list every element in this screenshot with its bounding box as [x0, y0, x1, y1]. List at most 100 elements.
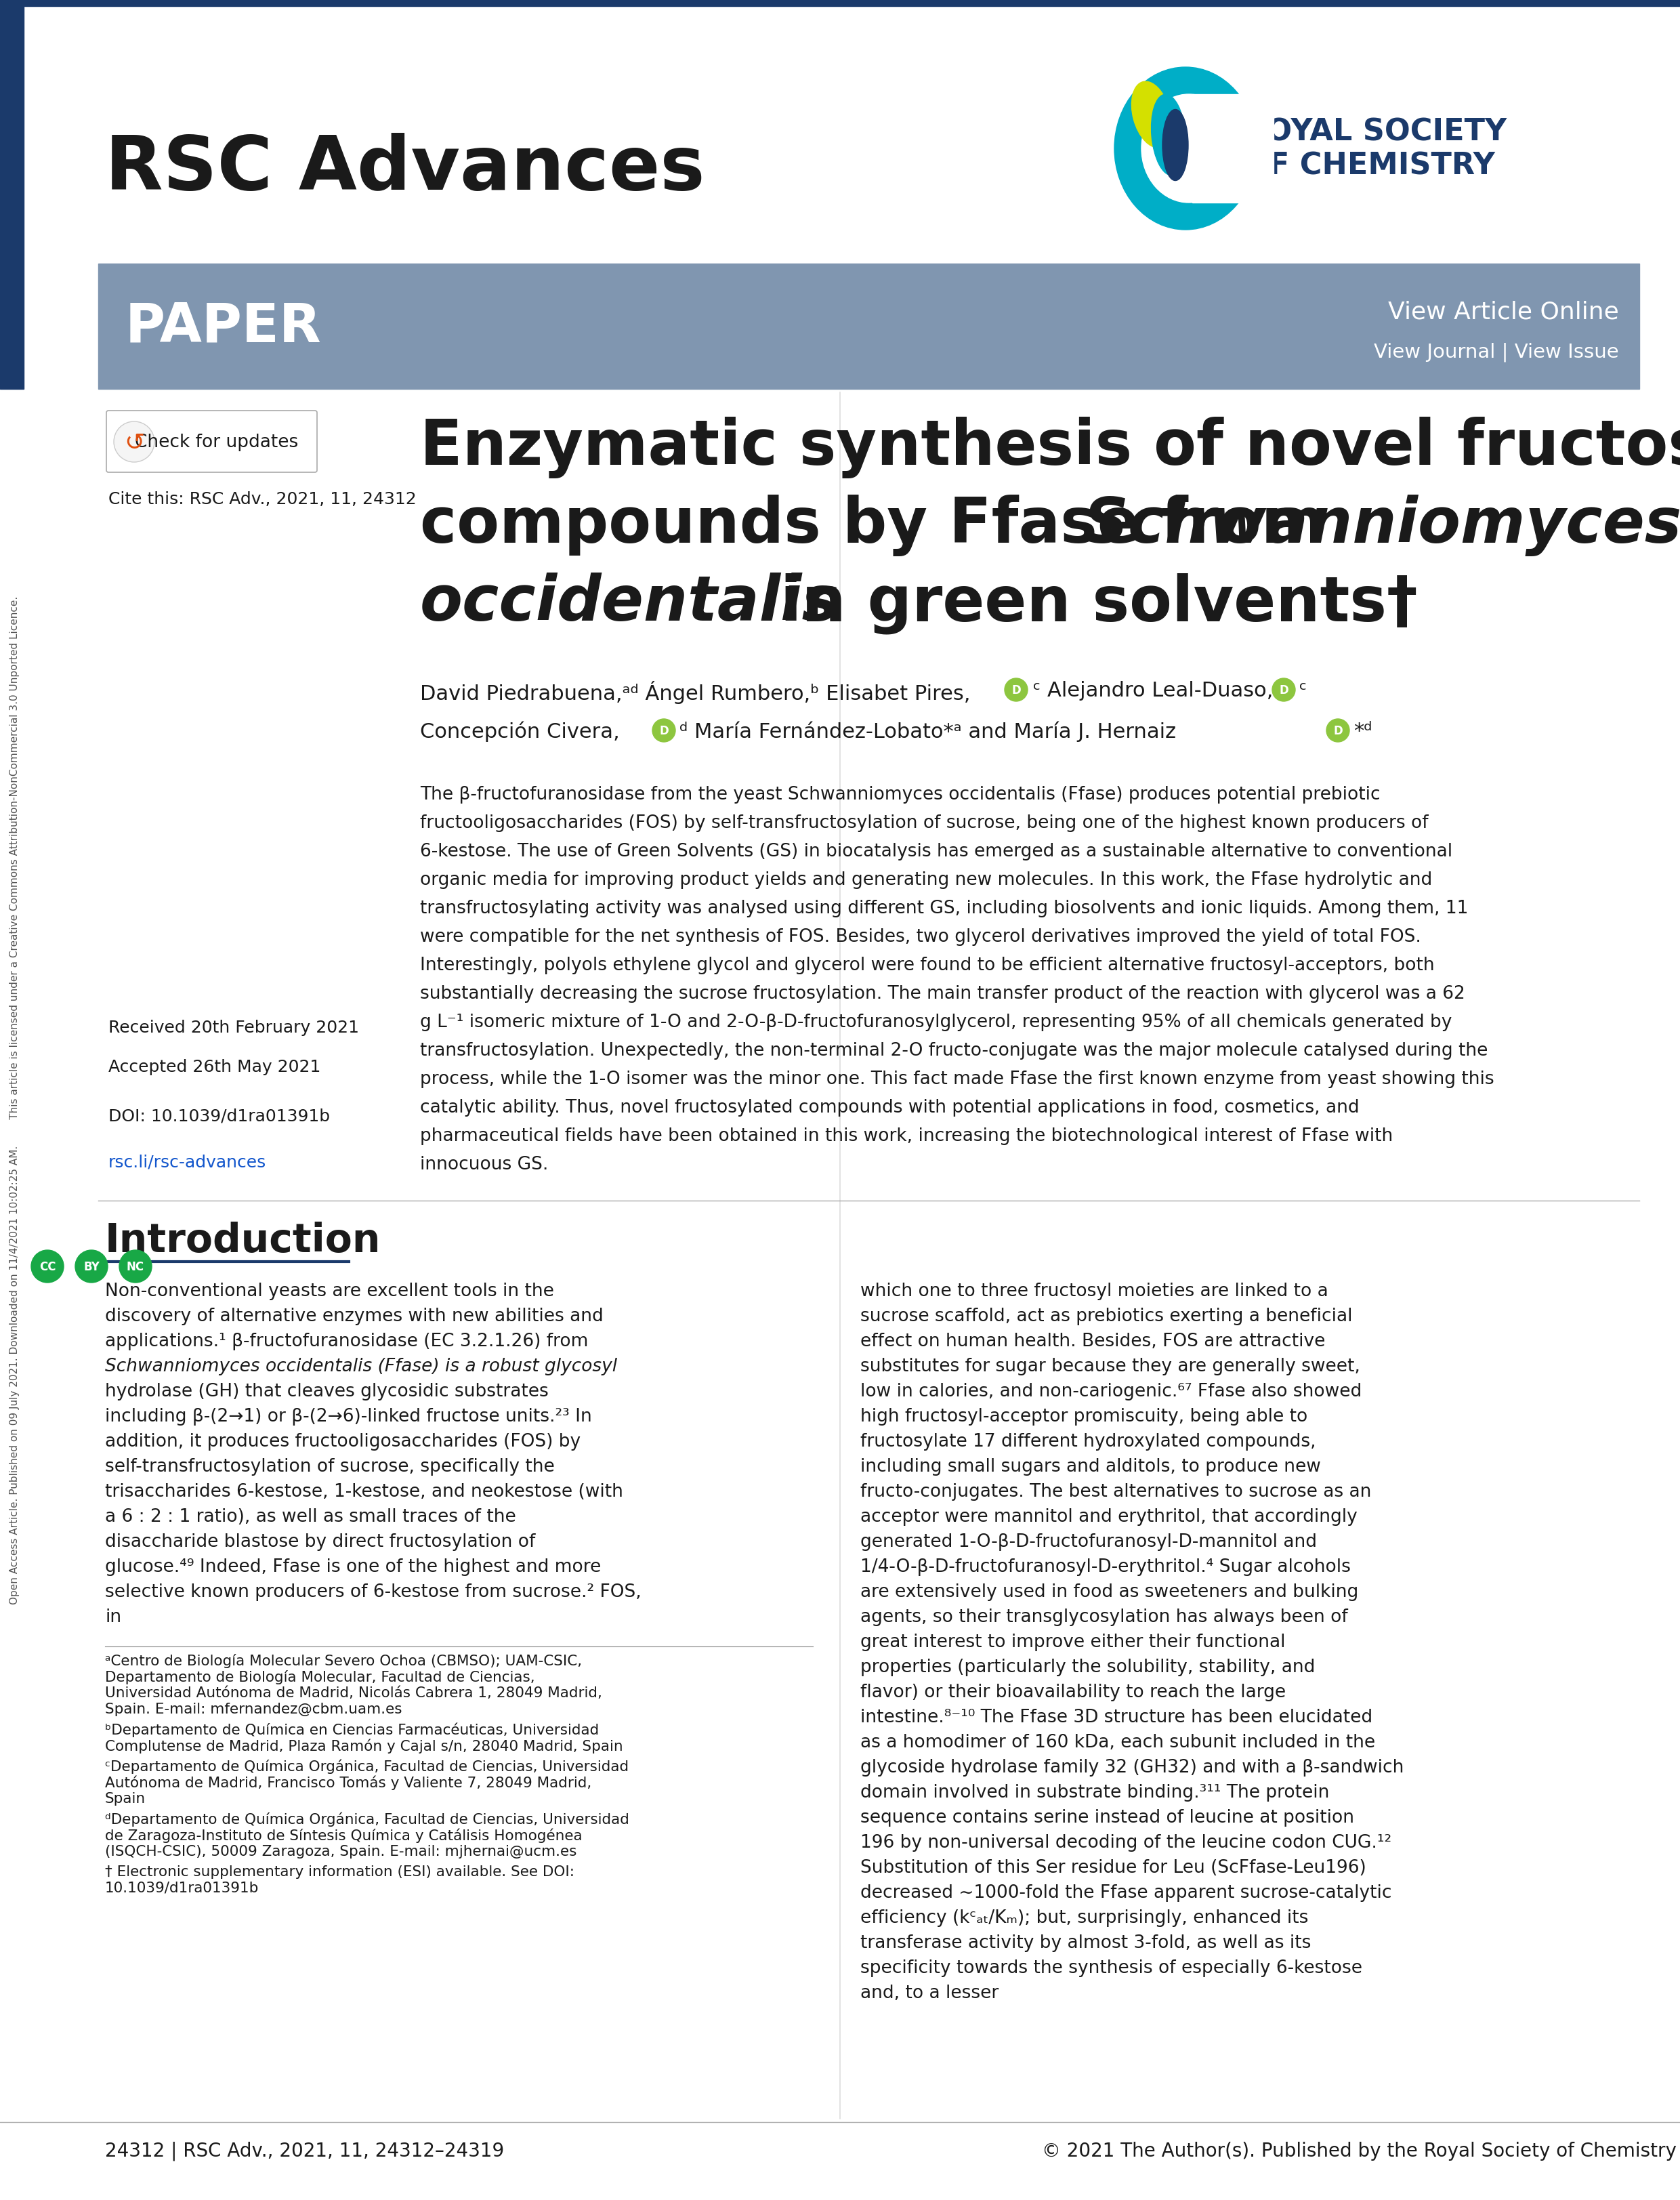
Text: D: D [1011, 684, 1021, 697]
Text: Open Access Article. Published on 09 July 2021. Downloaded on 11/4/2021 10:02:25: Open Access Article. Published on 09 Jul… [10, 596, 20, 1604]
Text: ↺: ↺ [124, 431, 144, 453]
Circle shape [1327, 719, 1349, 741]
Text: Departamento de Biología Molecular, Facultad de Ciencias,: Departamento de Biología Molecular, Facu… [104, 1670, 534, 1683]
Text: Non-conventional yeasts are excellent tools in the: Non-conventional yeasts are excellent to… [104, 1283, 554, 1300]
Text: intestine.⁸⁻¹⁰ The Ffase 3D structure has been elucidated: intestine.⁸⁻¹⁰ The Ffase 3D structure ha… [860, 1707, 1373, 1725]
Text: flavor) or their bioavailability to reach the large: flavor) or their bioavailability to reac… [860, 1683, 1285, 1701]
Text: Interestingly, polyols ethylene glycol and glycerol were found to be efficient a: Interestingly, polyols ethylene glycol a… [420, 957, 1435, 975]
Text: Concepción Civera,: Concepción Civera, [420, 722, 620, 741]
Text: Accepted 26th May 2021: Accepted 26th May 2021 [109, 1058, 321, 1076]
Text: transfructosylation. Unexpectedly, the non-terminal 2-O fructo-conjugate was the: transfructosylation. Unexpectedly, the n… [420, 1043, 1488, 1060]
Text: occidentalis: occidentalis [420, 572, 840, 634]
Text: including small sugars and alditols, to produce new: including small sugars and alditols, to … [860, 1459, 1320, 1476]
Text: selective known producers of 6-kestose from sucrose.² FOS,: selective known producers of 6-kestose f… [104, 1584, 642, 1602]
Text: NC: NC [126, 1261, 144, 1274]
Bar [1193, 95, 1273, 202]
Text: Cite this: RSC Adv., 2021, 11, 24312: Cite this: RSC Adv., 2021, 11, 24312 [109, 491, 417, 508]
Text: were compatible for the net synthesis of FOS. Besides, two glycerol derivatives : were compatible for the net synthesis of… [420, 928, 1421, 946]
Text: trisaccharides 6-kestose, 1-kestose, and neokestose (with: trisaccharides 6-kestose, 1-kestose, and… [104, 1483, 623, 1500]
Text: fructooligosaccharides (FOS) by self-transfructosylation of sucrose, being one o: fructooligosaccharides (FOS) by self-tra… [420, 814, 1428, 832]
Text: OF CHEMISTRY: OF CHEMISTRY [1243, 152, 1495, 180]
Circle shape [1272, 678, 1295, 702]
Text: DOI: 10.1039/d1ra01391b: DOI: 10.1039/d1ra01391b [109, 1109, 329, 1124]
Text: View Journal | View Issue: View Journal | View Issue [1374, 343, 1620, 361]
Text: BY: BY [84, 1261, 99, 1274]
Text: CC: CC [39, 1261, 55, 1274]
Ellipse shape [1141, 95, 1236, 202]
Text: generated 1-O-β-D-fructofuranosyl-D-mannitol and: generated 1-O-β-D-fructofuranosyl-D-mann… [860, 1533, 1317, 1551]
Text: self-transfructosylation of sucrose, specifically the: self-transfructosylation of sucrose, spe… [104, 1459, 554, 1476]
Text: transferase activity by almost 3-fold, as well as its: transferase activity by almost 3-fold, a… [860, 1934, 1310, 1951]
Text: sucrose scaffold, act as prebiotics exerting a beneficial: sucrose scaffold, act as prebiotics exer… [860, 1307, 1352, 1324]
Text: ᶜ Alejandro Leal-Duaso,: ᶜ Alejandro Leal-Duaso, [1033, 680, 1273, 700]
Text: Check for updates: Check for updates [134, 433, 299, 451]
FancyBboxPatch shape [106, 411, 318, 473]
Text: compounds by Ffase from: compounds by Ffase from [420, 495, 1347, 557]
Text: including β-(2→1) or β-(2→6)-linked fructose units.²³ In: including β-(2→1) or β-(2→6)-linked fruc… [104, 1408, 591, 1426]
Circle shape [114, 422, 155, 462]
Text: acceptor were mannitol and erythritol, that accordingly: acceptor were mannitol and erythritol, t… [860, 1507, 1357, 1525]
Text: decreased ∼1000-fold the Ffase apparent sucrose-catalytic: decreased ∼1000-fold the Ffase apparent … [860, 1883, 1391, 1901]
Circle shape [32, 1250, 64, 1283]
Text: 24312 | RSC Adv., 2021, 11, 24312–24319: 24312 | RSC Adv., 2021, 11, 24312–24319 [104, 2141, 504, 2160]
Text: innocuous GS.: innocuous GS. [420, 1155, 548, 1173]
Text: Complutense de Madrid, Plaza Ramón y Cajal s/n, 28040 Madrid, Spain: Complutense de Madrid, Plaza Ramón y Caj… [104, 1738, 623, 1753]
Text: Introduction: Introduction [104, 1221, 381, 1261]
Text: transfructosylating activity was analysed using different GS, including biosolve: transfructosylating activity was analyse… [420, 900, 1468, 917]
Text: 196 by non-universal decoding of the leucine codon CUG.¹²: 196 by non-universal decoding of the leu… [860, 1833, 1391, 1850]
Text: rsc.li/rsc-advances: rsc.li/rsc-advances [109, 1155, 267, 1170]
Text: catalytic ability. Thus, novel fructosylated compounds with potential applicatio: catalytic ability. Thus, novel fructosyl… [420, 1098, 1359, 1115]
Text: process, while the 1-O isomer was the minor one. This fact made Ffase the first : process, while the 1-O isomer was the mi… [420, 1069, 1494, 1087]
Text: substantially decreasing the sucrose fructosylation. The main transfer product o: substantially decreasing the sucrose fru… [420, 986, 1465, 1003]
Text: Schwanniomyces occidentalis (Ffase) is a robust glycosyl: Schwanniomyces occidentalis (Ffase) is a… [104, 1357, 617, 1375]
Text: are extensively used in food as sweeteners and bulking: are extensively used in food as sweetene… [860, 1584, 1359, 1602]
Text: g L⁻¹ isomeric mixture of 1-O and 2-O-β-D-fructofuranosylglycerol, representing : g L⁻¹ isomeric mixture of 1-O and 2-O-β-… [420, 1014, 1452, 1032]
Text: ᵃCentro de Biología Molecular Severo Ochoa (CBMSO); UAM-CSIC,: ᵃCentro de Biología Molecular Severo Och… [104, 1654, 581, 1668]
Text: Substitution of this Ser residue for Leu (ScFfase-Leu196): Substitution of this Ser residue for Leu… [860, 1859, 1366, 1877]
Text: organic media for improving product yields and generating new molecules. In this: organic media for improving product yiel… [420, 871, 1433, 889]
Text: high fructosyl-acceptor promiscuity, being able to: high fructosyl-acceptor promiscuity, bei… [860, 1408, 1307, 1426]
Text: ROYAL SOCIETY: ROYAL SOCIETY [1243, 117, 1507, 147]
Circle shape [652, 719, 675, 741]
Text: in: in [104, 1608, 121, 1626]
Text: Received 20th February 2021: Received 20th February 2021 [109, 1019, 360, 1036]
Text: glucose.⁴⁹ Indeed, Ffase is one of the highest and more: glucose.⁴⁹ Indeed, Ffase is one of the h… [104, 1558, 601, 1575]
Text: ᶜDepartamento de Química Orgánica, Facultad de Ciencias, Universidad: ᶜDepartamento de Química Orgánica, Facul… [104, 1760, 628, 1773]
Text: D: D [659, 724, 669, 737]
Text: Schwanniomyces: Schwanniomyces [1084, 495, 1680, 557]
Text: D: D [1334, 724, 1342, 737]
Text: ᵇDepartamento de Química en Ciencias Farmacéuticas, Universidad: ᵇDepartamento de Química en Ciencias Far… [104, 1723, 600, 1738]
Ellipse shape [1151, 95, 1186, 176]
Text: substitutes for sugar because they are generally sweet,: substitutes for sugar because they are g… [860, 1357, 1361, 1375]
Text: fructosylate 17 different hydroxylated compounds,: fructosylate 17 different hydroxylated c… [860, 1432, 1315, 1450]
Text: efficiency (kᶜₐₜ/Kₘ); but, surprisingly, enhanced its: efficiency (kᶜₐₜ/Kₘ); but, surprisingly,… [860, 1910, 1309, 1927]
Text: and, to a lesser: and, to a lesser [860, 1984, 998, 2002]
Text: as a homodimer of 160 kDa, each subunit included in the: as a homodimer of 160 kDa, each subunit … [860, 1734, 1376, 1751]
Text: properties (particularly the solubility, stability, and: properties (particularly the solubility,… [860, 1659, 1315, 1676]
Text: domain involved in substrate binding.³¹¹ The protein: domain involved in substrate binding.³¹¹… [860, 1784, 1329, 1802]
Ellipse shape [1163, 110, 1188, 180]
Ellipse shape [1114, 68, 1257, 231]
Ellipse shape [1132, 81, 1171, 147]
Text: specificity towards the synthesis of especially 6-kestose: specificity towards the synthesis of esp… [860, 1958, 1362, 1976]
Text: pharmaceutical fields have been obtained in this work, increasing the biotechnol: pharmaceutical fields have been obtained… [420, 1126, 1393, 1144]
Text: 10.1039/d1ra01391b: 10.1039/d1ra01391b [104, 1881, 259, 1894]
Text: Spain: Spain [104, 1791, 146, 1806]
Bar [0, 7, 24, 389]
Text: ᵈ María Fernández-Lobato*ᵃ and María J. Hernaiz: ᵈ María Fernández-Lobato*ᵃ and María J. … [679, 722, 1176, 741]
Text: agents, so their transglycosylation has always been of: agents, so their transglycosylation has … [860, 1608, 1347, 1626]
Bar [0, 0, 1680, 7]
Text: David Piedrabuena,ᵃᵈ Ángel Rumbero,ᵇ Elisabet Pires,: David Piedrabuena,ᵃᵈ Ángel Rumbero,ᵇ Eli… [420, 680, 971, 704]
Text: addition, it produces fructooligosaccharides (FOS) by: addition, it produces fructooligosacchar… [104, 1432, 581, 1450]
Text: View Article Online: View Article Online [1388, 299, 1620, 323]
Text: 1/4-O-β-D-fructofuranosyl-D-erythritol.⁴ Sugar alcohols: 1/4-O-β-D-fructofuranosyl-D-erythritol.⁴… [860, 1558, 1351, 1575]
Text: de Zaragoza-Instituto de Síntesis Química y Catálisis Homogénea: de Zaragoza-Instituto de Síntesis Químic… [104, 1828, 583, 1844]
Circle shape [76, 1250, 108, 1283]
Text: great interest to improve either their functional: great interest to improve either their f… [860, 1632, 1285, 1650]
Text: Universidad Autónoma de Madrid, Nicolás Cabrera 1, 28049 Madrid,: Universidad Autónoma de Madrid, Nicolás … [104, 1685, 601, 1698]
Text: RSC Advances: RSC Advances [104, 132, 706, 205]
Text: hydrolase (GH) that cleaves glycosidic substrates: hydrolase (GH) that cleaves glycosidic s… [104, 1382, 549, 1399]
Text: discovery of alternative enzymes with new abilities and: discovery of alternative enzymes with ne… [104, 1307, 603, 1324]
Text: which one to three fructosyl moieties are linked to a: which one to three fructosyl moieties ar… [860, 1283, 1329, 1300]
Text: PAPER: PAPER [126, 301, 321, 354]
